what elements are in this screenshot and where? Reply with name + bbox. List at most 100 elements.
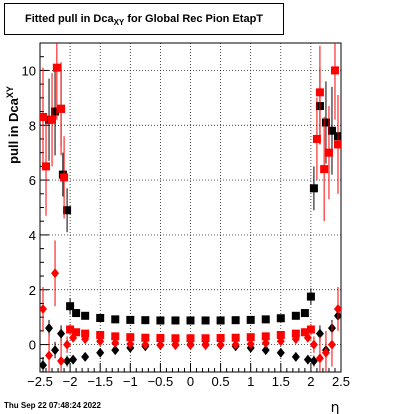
data-point [45, 323, 54, 334]
chart-title: Fitted pull in DcaXY for Global Rec Pion… [4, 3, 284, 35]
data-point [40, 113, 48, 122]
data-point [321, 118, 330, 127]
data-point [57, 104, 66, 113]
y-tick-label: 6 [29, 173, 36, 188]
data-point [309, 184, 318, 193]
data-point [312, 134, 321, 143]
data-point [306, 325, 315, 334]
data-point [309, 356, 318, 367]
data-point [42, 162, 51, 171]
data-point [201, 316, 210, 325]
data-point [231, 339, 240, 350]
data-point [96, 347, 105, 358]
data-point [111, 345, 120, 356]
data-point [186, 340, 195, 351]
data-point [48, 115, 57, 124]
data-point [156, 334, 165, 343]
data-point [111, 332, 120, 341]
chart-title-subscript: XY [113, 18, 125, 28]
data-point [246, 339, 255, 350]
data-point [261, 315, 270, 324]
data-point [156, 339, 165, 350]
data-point [63, 206, 72, 215]
data-point [186, 316, 195, 325]
data-point [303, 332, 312, 343]
data-point [81, 329, 90, 338]
data-point [141, 316, 150, 325]
data-point [69, 332, 78, 343]
data-point [171, 316, 180, 325]
data-point [300, 309, 309, 318]
data-point [51, 107, 60, 116]
data-point [291, 329, 300, 338]
data-point [51, 268, 60, 279]
data-point [321, 347, 330, 358]
data-point [72, 328, 81, 337]
series-3 [40, 240, 341, 372]
data-point [216, 339, 225, 350]
data-point [141, 339, 150, 350]
data-point [81, 351, 90, 362]
x-tick-label: 1.5 [272, 374, 290, 389]
data-point [111, 315, 120, 324]
x-tick-label: 1 [247, 374, 254, 389]
data-point [63, 356, 72, 367]
x-tick-label: −1 [123, 374, 138, 389]
data-point [66, 302, 75, 311]
data-point [261, 345, 270, 356]
data-point [126, 339, 135, 350]
data-point [186, 334, 195, 343]
data-point [330, 66, 339, 75]
data-point [171, 334, 180, 343]
y-axis-label: pull in DcaXY [5, 86, 21, 164]
data-point [201, 340, 210, 351]
data-point [45, 350, 54, 361]
data-point [52, 63, 61, 72]
data-point [291, 334, 300, 345]
data-point [201, 334, 210, 343]
y-tick-label: 2 [29, 283, 36, 298]
chart-title-prefix: Fitted pull in Dca [24, 13, 114, 25]
data-point [327, 126, 336, 135]
data-point [315, 328, 324, 339]
data-point [291, 351, 300, 362]
data-point [60, 173, 69, 182]
data-point [81, 334, 90, 345]
data-point [216, 334, 225, 343]
x-tick-label: −0.5 [148, 374, 174, 389]
data-point [63, 339, 72, 350]
chart-title-suffix: for Global Rec Pion EtapT [124, 13, 264, 25]
x-tick-label: −1.5 [87, 374, 113, 389]
data-point [171, 340, 180, 351]
data-point [126, 315, 135, 324]
data-point [156, 316, 165, 325]
y-tick-label: 0 [29, 338, 36, 353]
data-point [261, 332, 270, 341]
data-point [72, 309, 81, 318]
data-point [276, 314, 285, 323]
data-point [303, 354, 312, 365]
svg-text:pull in DcaXY: pull in DcaXY [5, 86, 21, 164]
data-point [231, 333, 240, 342]
data-point [81, 311, 90, 320]
x-tick-label: −2.5 [27, 374, 53, 389]
data-point [96, 313, 105, 322]
data-point [126, 333, 135, 342]
timestamp: Thu Sep 22 07:48:24 2022 [4, 401, 101, 410]
data-point [216, 316, 225, 325]
x-tick-label: −2 [63, 374, 78, 389]
data-point [96, 330, 105, 339]
data-point [291, 311, 300, 320]
data-point [40, 360, 48, 371]
data-point [141, 333, 150, 342]
y-tick-label: 10 [22, 63, 36, 78]
data-point [333, 140, 341, 149]
x-tick-label: 2.5 [332, 374, 350, 389]
data-point [246, 315, 255, 324]
data-point [276, 347, 285, 358]
x-axis-label: η [331, 400, 340, 414]
data-point [333, 303, 341, 314]
data-point [315, 88, 324, 97]
data-point [57, 356, 66, 367]
